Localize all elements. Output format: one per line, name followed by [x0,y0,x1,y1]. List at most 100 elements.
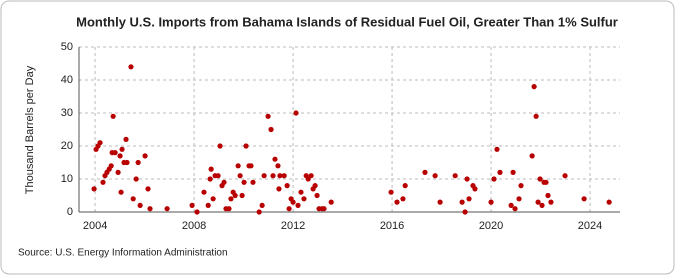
point [235,163,241,169]
point [124,159,130,166]
x-tick-label: 2012 [281,220,305,232]
y-tick-label: 30 [61,107,73,119]
point [328,199,334,205]
point [133,176,139,182]
point [464,176,470,182]
point [256,209,262,215]
point [422,169,428,175]
point [402,183,408,189]
point [462,209,468,215]
point [91,186,97,192]
source: Source: U.S. Energy Information Administ… [18,248,228,259]
point [248,163,254,169]
point [270,173,276,179]
point [394,199,400,205]
point [606,199,612,205]
point [301,196,307,202]
point [388,189,394,195]
point [286,206,292,212]
point [237,173,243,179]
y-tick-label: 20 [61,140,73,152]
chart-title: Monthly U.S. Imports from Bahama Islands… [76,14,618,29]
point [145,186,151,192]
y-tick-label: 50 [61,41,73,53]
point [308,173,314,179]
point [164,206,170,212]
point [259,202,265,208]
x-tick-label: 2024 [578,220,602,232]
point [119,146,125,152]
point [215,173,221,179]
point [239,192,245,199]
point [112,150,118,156]
x-tick-label: 2004 [83,220,107,232]
point [535,199,541,205]
point [459,199,465,205]
point [232,192,238,199]
point [466,196,472,202]
point [432,173,438,179]
point [537,176,543,182]
point [208,166,214,172]
point [250,179,256,185]
point [298,189,304,195]
point [194,209,200,215]
point [295,202,301,208]
point [488,199,494,205]
point [452,173,458,179]
point [543,179,549,185]
point [226,206,232,212]
point [268,126,274,133]
point [539,202,545,208]
point [516,196,522,202]
point [117,153,123,159]
point [284,183,290,189]
point [130,196,136,202]
point [118,189,124,195]
point [228,196,234,202]
point [265,113,271,119]
x-tick-label: 2016 [380,220,404,232]
point [261,173,267,179]
point [243,143,249,149]
point [545,192,551,199]
point [276,186,282,192]
point [497,169,503,175]
point [290,199,296,205]
point [518,183,524,189]
point [437,199,443,205]
point [217,143,223,149]
point [531,84,537,90]
point [321,206,327,212]
x-tick-label: 2008 [182,220,206,232]
point [312,183,318,189]
point [135,159,141,166]
y-tick-label: 0 [67,206,73,218]
point [100,179,106,185]
point [210,196,216,202]
point [510,169,516,175]
point [491,176,497,182]
point [205,202,211,208]
y-tick-label: 10 [61,173,73,185]
point [241,179,247,185]
point [201,189,207,195]
point [508,202,514,208]
point [293,110,299,116]
point [400,196,406,202]
point [137,202,143,208]
point [494,146,500,152]
point [147,206,153,212]
y-axis-label: Thousand Barrels per Day [24,65,36,194]
point [221,179,227,185]
point [305,176,311,182]
point [529,153,535,159]
point [110,113,116,119]
point [142,153,148,159]
point [115,169,121,175]
point [581,196,587,202]
point [272,156,278,162]
point [123,136,129,142]
